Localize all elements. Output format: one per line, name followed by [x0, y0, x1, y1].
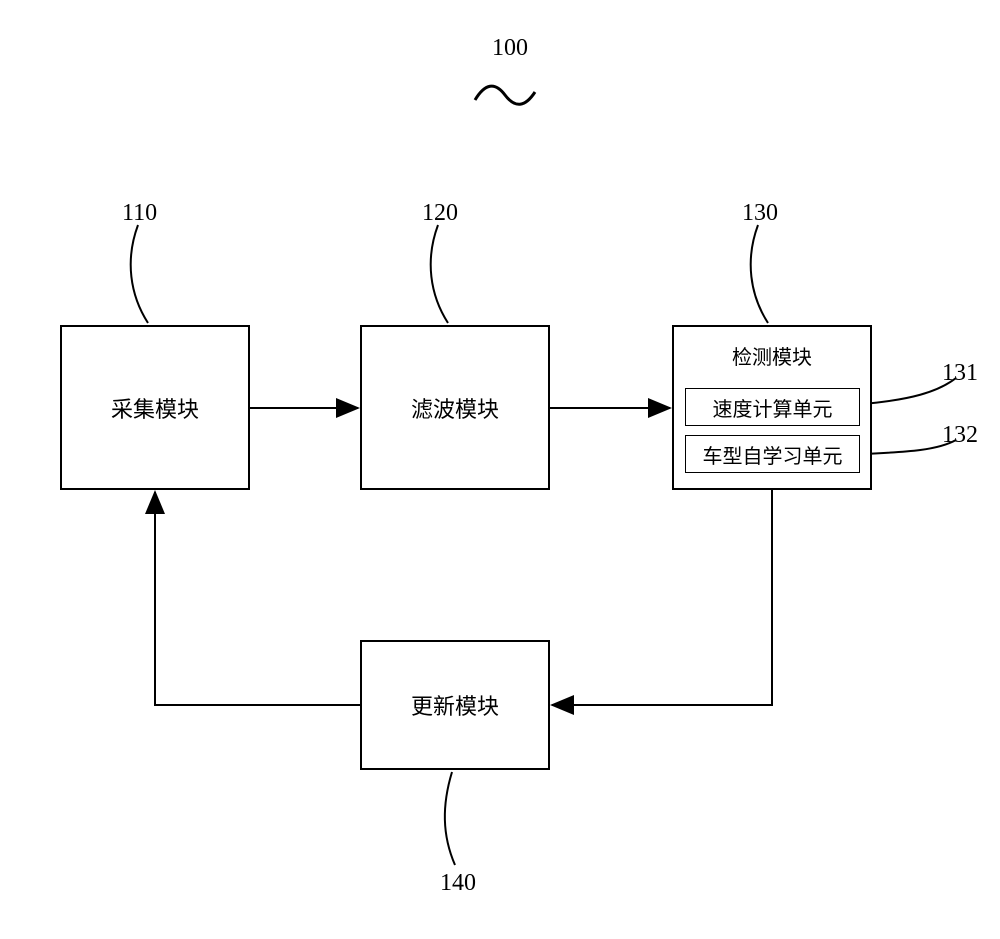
edges — [0, 0, 1000, 939]
